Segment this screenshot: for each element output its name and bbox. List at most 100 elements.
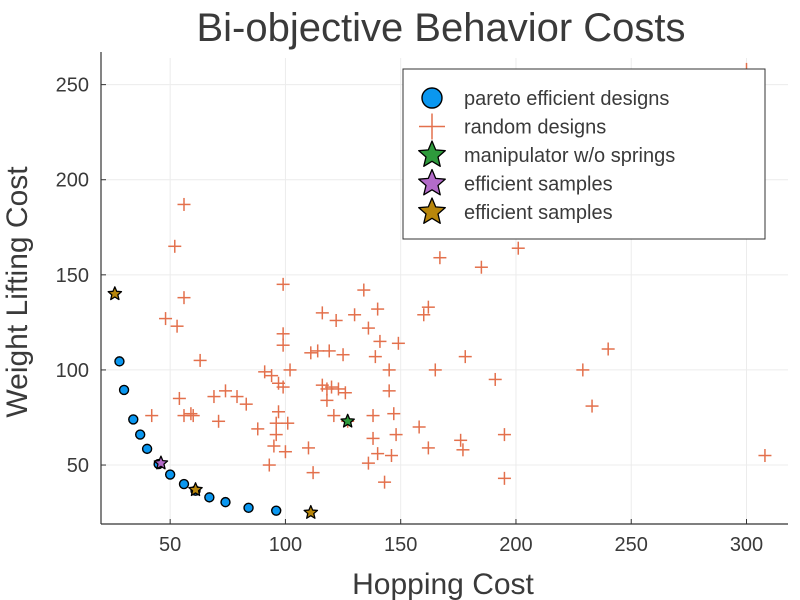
pareto-point (271, 505, 282, 516)
random-design-point (177, 291, 191, 305)
star-point (340, 413, 355, 428)
random-design-point (601, 342, 615, 356)
x-tick-label: 150 (384, 534, 417, 556)
x-tick-label: 200 (499, 534, 532, 556)
random-design-point (272, 405, 286, 419)
pareto-point (118, 384, 130, 396)
pareto-point (134, 429, 146, 440)
random-design-point (497, 471, 511, 485)
data-points (107, 62, 772, 519)
y-axis-label: Weight Lifting Cost (1, 166, 34, 418)
random-design-point (276, 338, 290, 352)
star-point (153, 455, 169, 470)
random-design-point (265, 369, 279, 383)
axes (100, 52, 788, 525)
random-design-point (511, 241, 525, 255)
legend-marker (418, 197, 446, 224)
random-design-point (177, 197, 191, 211)
random-design-point (304, 346, 318, 360)
random-design-point (331, 382, 345, 396)
x-axis-label: Hopping Cost (352, 568, 534, 600)
random-design-point (421, 300, 435, 314)
random-design-point (368, 350, 382, 364)
random-design-point (412, 420, 426, 434)
pareto-point (243, 502, 254, 514)
legend-entry-label: pareto efficient designs (464, 88, 669, 110)
legend-entry-label: manipulator w/o springs (464, 145, 675, 167)
random-design-point (456, 443, 470, 457)
random-design-point (338, 386, 352, 400)
random-design-point (378, 475, 392, 489)
random-design-point (320, 393, 334, 407)
pareto-point (128, 414, 139, 425)
random-design-point (387, 407, 401, 421)
random-design-point (585, 399, 599, 413)
legend-entry-label: efficient samples (464, 174, 613, 196)
random-design-point (389, 428, 403, 442)
random-design-point (258, 365, 272, 379)
random-design-point (428, 363, 442, 377)
random-design-point (301, 441, 315, 455)
random-design-point (497, 428, 511, 442)
random-design-point (474, 260, 488, 274)
star-point (303, 504, 319, 519)
random-design-point (576, 363, 590, 377)
random-design-point (281, 416, 295, 430)
random-design-point (361, 321, 375, 335)
legend-marker (418, 168, 446, 196)
pareto-point (114, 356, 125, 367)
random-design-point (329, 313, 343, 327)
random-design-point (276, 277, 290, 291)
random-design-point (325, 380, 339, 394)
random-design-point (433, 251, 447, 265)
legend-entry-label: random designs (464, 117, 606, 139)
random-design-point (168, 239, 182, 253)
star-point (188, 482, 203, 497)
x-tick-label: 300 (730, 534, 763, 556)
random-design-point (186, 409, 200, 423)
random-design-point (315, 306, 329, 320)
x-tick-label: 50 (159, 534, 181, 556)
random-design-point (322, 344, 336, 358)
random-design-point (357, 283, 371, 297)
random-design-point (170, 319, 184, 333)
random-design-point (371, 447, 385, 461)
random-design-point (454, 433, 468, 447)
y-tick-label: 100 (56, 360, 89, 382)
x-tick-label: 250 (615, 534, 648, 556)
random-design-point (251, 422, 265, 436)
random-design-point (218, 384, 232, 398)
random-design-point (327, 409, 341, 423)
legend-marker (419, 113, 445, 140)
random-design-point (417, 308, 431, 322)
tick-labels: 50 100 150 200 250 300 50 100 150 200 250 (56, 75, 764, 556)
x-tick-label: 100 (269, 534, 302, 556)
random-design-point (230, 390, 244, 404)
random-design-point (283, 363, 297, 377)
random-design-point (239, 397, 253, 411)
legend-box (402, 68, 766, 240)
legend: pareto efficient designs random designs ma… (402, 68, 766, 240)
random-design-point (212, 414, 226, 428)
random-design-point (193, 353, 207, 367)
pareto-point (164, 469, 176, 480)
pareto-point (204, 492, 215, 503)
pareto-point (178, 478, 190, 490)
y-tick-label: 150 (56, 265, 89, 287)
random-design-point (758, 449, 772, 463)
random-design-point (373, 334, 387, 348)
random-design-point (262, 458, 276, 472)
pareto-point (220, 496, 231, 508)
y-tick-label: 200 (56, 170, 89, 192)
random-design-point (488, 372, 502, 386)
random-design-point (276, 380, 290, 394)
legend-marker (421, 87, 443, 109)
random-design-point (421, 441, 435, 455)
random-design-point (382, 363, 396, 377)
random-design-point (269, 416, 283, 430)
random-design-point (145, 409, 159, 423)
random-design-point (311, 344, 325, 358)
random-design-point (207, 390, 221, 404)
random-design-point (267, 439, 281, 453)
